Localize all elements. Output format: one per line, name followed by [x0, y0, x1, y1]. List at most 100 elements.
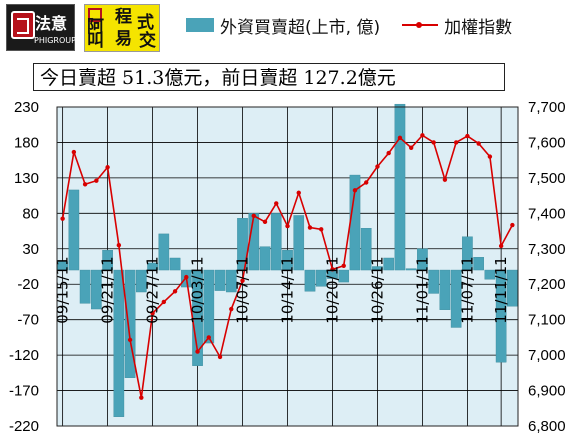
index-point: [82, 182, 88, 187]
x-tick-label: 10/26/11: [368, 256, 386, 323]
index-point: [150, 311, 155, 316]
bar: [237, 218, 248, 271]
x-tick-label: 10/20/11: [323, 256, 341, 323]
headline-box: 今日賣超 51.3億元，前日賣超 127.2億元: [33, 63, 505, 91]
index-point: [330, 267, 335, 272]
index-point: [510, 222, 515, 228]
line-legend-icon: [402, 18, 439, 32]
bar: [259, 246, 271, 271]
left-tick-label: -220: [9, 418, 39, 435]
left-tick-label: 180: [14, 134, 39, 151]
bar: [484, 269, 496, 280]
index-point: [172, 289, 178, 294]
index-point: [420, 133, 425, 138]
left-tick-label: -70: [17, 312, 39, 329]
x-axis: 09/15/11 09/21/11 09/27/11 10/03/11 10/07/11…: [54, 256, 511, 323]
left-tick-label: 30: [22, 241, 39, 258]
index-point: [498, 243, 504, 249]
x-tick-label: 10/07/11: [234, 256, 252, 323]
index-point: [397, 135, 403, 141]
index-point: [319, 227, 324, 232]
bar: [495, 269, 507, 363]
ago-logo-char: 交: [139, 31, 156, 51]
bar: [338, 269, 350, 283]
chart-legend: 外資買賣超(上市, 億) 加權指數: [186, 12, 512, 38]
bar: [473, 257, 484, 271]
index-point: [217, 354, 223, 360]
bar: [394, 103, 406, 271]
index-point: [195, 349, 200, 354]
index-point: [408, 145, 414, 150]
fagu-logo-text: 法意: [35, 14, 68, 33]
ago-program-trading-logo: 阿 程 式 叫 易 交: [84, 4, 160, 52]
bar: [203, 269, 215, 344]
fagu-logo: 法意 PHIGROUP: [6, 4, 76, 51]
bar: [304, 269, 316, 292]
fagu-logo-subtext: PHIGROUP: [34, 36, 76, 45]
ago-logo-char: 程: [115, 7, 132, 27]
index-point: [206, 335, 211, 340]
bar: [91, 269, 102, 310]
right-tick-label: 7,000: [528, 347, 566, 364]
bar: [417, 248, 428, 271]
index-point: [364, 180, 369, 185]
bar-legend-swatch: [186, 18, 214, 32]
bar: [79, 269, 91, 304]
index-point: [94, 178, 99, 183]
index-point: [386, 150, 391, 156]
bar: [428, 269, 439, 294]
x-tick-label: 11/11/11: [492, 256, 510, 323]
bar: [124, 269, 136, 378]
right-tick-label: 6,900: [528, 383, 566, 400]
index-point: [296, 190, 301, 195]
left-axis: 230 180 130 80 30 -20 -70 -120 -170 -220: [9, 99, 39, 435]
bar: [102, 249, 113, 271]
index-point: [274, 201, 279, 206]
right-tick-label: 7,200: [528, 276, 566, 293]
left-tick-label: -20: [17, 276, 39, 293]
bar: [225, 269, 237, 293]
bar: [136, 269, 147, 293]
ago-logo-frame: [88, 8, 102, 22]
x-tick-label: 11/01/11: [413, 256, 431, 323]
bar: [113, 269, 125, 417]
left-tick-label: -120: [9, 347, 39, 364]
bar: [147, 262, 158, 271]
bar: [169, 257, 181, 271]
index-point: [341, 263, 346, 268]
bar: [282, 249, 293, 271]
index-point: [352, 188, 358, 193]
index-point: [307, 225, 313, 230]
ago-logo-char: 叫: [87, 31, 104, 51]
x-tick-label: 09/21/11: [99, 256, 117, 323]
plot-border: [56, 106, 519, 427]
index-point: [442, 177, 448, 182]
index-point: [161, 299, 167, 305]
left-tick-label: 130: [14, 170, 39, 187]
x-tick-label: 09/27/11: [144, 256, 162, 323]
index-point: [116, 243, 122, 248]
x-tick-label: 09/15/11: [54, 256, 72, 323]
bar: [315, 269, 327, 287]
bar: [405, 268, 417, 271]
index-point: [229, 306, 234, 312]
right-tick-label: 7,500: [528, 170, 566, 187]
index-point: [251, 213, 256, 219]
bar: [214, 269, 226, 291]
index-point: [476, 141, 481, 146]
ago-logo-char: 易: [115, 29, 132, 49]
left-tick-label: 230: [14, 99, 39, 116]
bar-legend-label: 外資買賣超(上市, 億): [220, 17, 381, 38]
line-legend-label: 加權指數: [444, 17, 513, 38]
bar: [158, 233, 170, 271]
x-tick-label: 11/07/11: [458, 256, 476, 323]
bar-series: [57, 103, 518, 417]
right-tick-label: 7,700: [528, 99, 566, 116]
x-tick-label: 10/03/11: [189, 256, 207, 323]
fagu-logo-mark: [11, 11, 35, 39]
grid-lines: [57, 106, 518, 427]
index-point: [60, 216, 65, 221]
index-point: [487, 154, 493, 159]
bar: [450, 269, 462, 328]
